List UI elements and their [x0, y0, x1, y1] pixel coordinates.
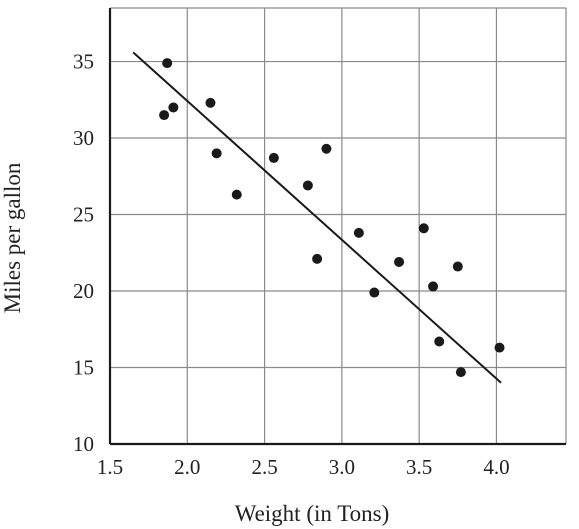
- data-point: [369, 287, 380, 298]
- data-point: [302, 180, 313, 191]
- data-point: [168, 102, 179, 113]
- x-axis-title: Weight (in Tons): [235, 501, 390, 526]
- x-tick-label: 3.5: [406, 455, 432, 479]
- data-point: [231, 189, 242, 200]
- y-tick-labels: 10 15 20 25 30 35: [73, 50, 94, 456]
- data-point: [211, 148, 222, 159]
- data-point: [494, 342, 505, 353]
- trend-line: [132, 51, 502, 384]
- data-point: [394, 256, 405, 267]
- data-point: [428, 281, 439, 292]
- data-point: [353, 227, 364, 238]
- data-point: [205, 97, 216, 108]
- data-point: [159, 110, 170, 121]
- x-tick-label: 2.5: [251, 455, 277, 479]
- data-point: [452, 261, 463, 272]
- data-points: [159, 58, 505, 378]
- data-point: [268, 152, 279, 163]
- data-point: [434, 336, 445, 347]
- grid: [110, 7, 567, 444]
- y-tick-label: 35: [73, 50, 94, 74]
- trend-line-group: [132, 51, 502, 384]
- x-tick-label: 3.0: [329, 455, 355, 479]
- data-point: [455, 367, 466, 378]
- x-tick-label: 1.5: [97, 455, 123, 479]
- x-tick-labels: 1.5 2.0 2.5 3.0 3.5 4.0: [97, 455, 510, 479]
- data-point: [312, 253, 323, 264]
- y-tick-label: 25: [73, 203, 94, 227]
- data-point: [418, 223, 429, 234]
- x-tick-label: 4.0: [483, 455, 509, 479]
- y-tick-label: 20: [73, 279, 94, 303]
- axes: [108, 8, 566, 446]
- y-tick-label: 10: [73, 432, 94, 456]
- y-axis-title: Miles per gallon: [0, 162, 25, 313]
- x-tick-label: 2.0: [174, 455, 200, 479]
- data-point: [162, 58, 173, 69]
- data-point: [321, 143, 332, 154]
- y-tick-label: 15: [73, 356, 94, 380]
- y-tick-label: 30: [73, 126, 94, 150]
